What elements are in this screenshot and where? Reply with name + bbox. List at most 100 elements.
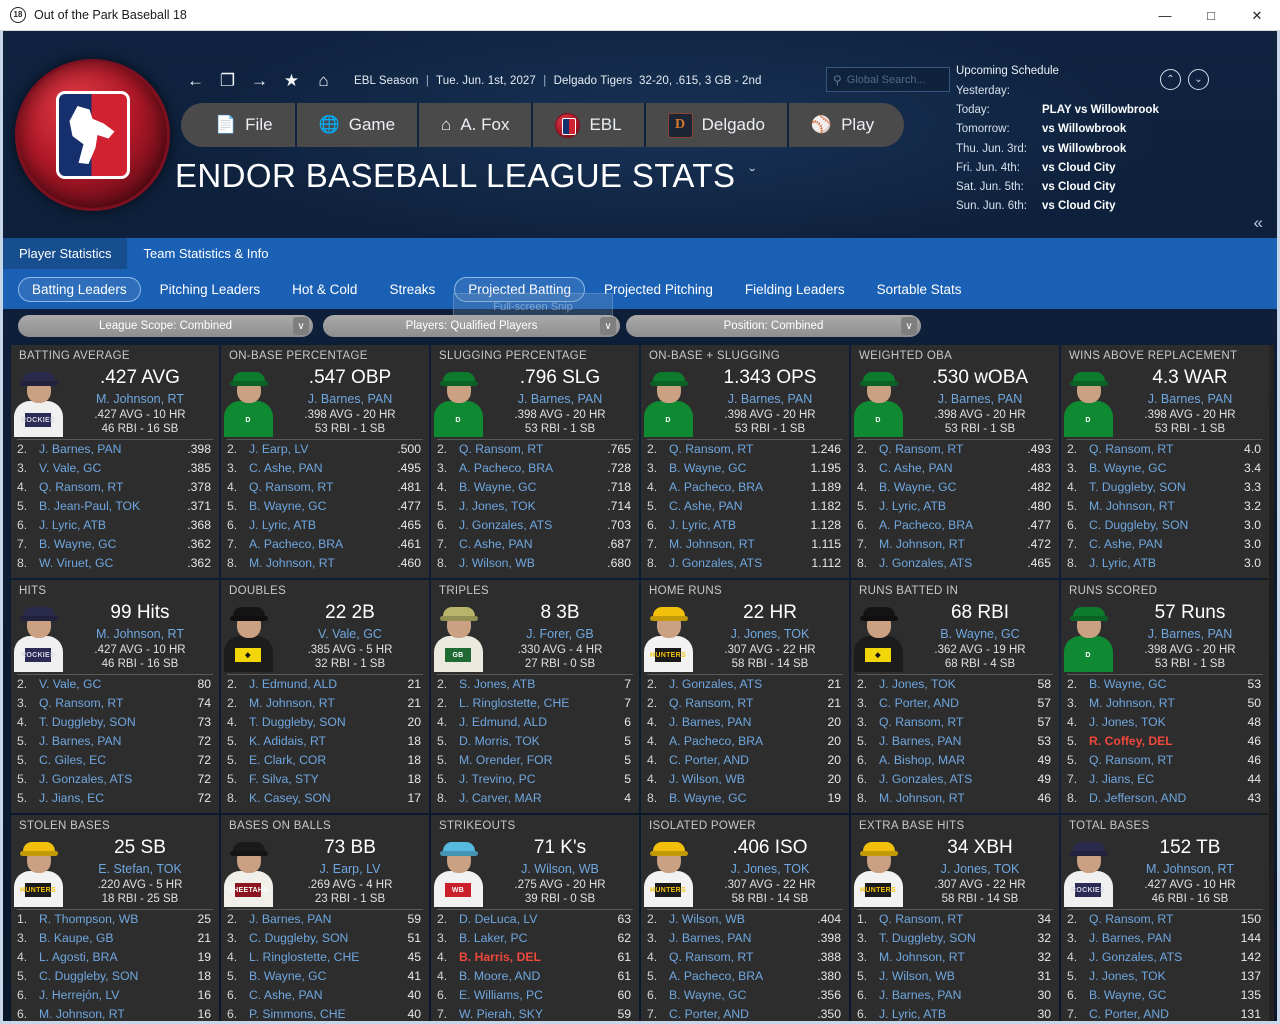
leader-player-name[interactable]: B. Wayne, GC (1089, 988, 1167, 1002)
leader-player-name[interactable]: W. Pierah, SKY (459, 1007, 543, 1021)
leader-row[interactable]: 2. S. Jones, ATB 7 (431, 675, 639, 694)
leader-row[interactable]: 4. Q. Ransom, RT .378 (11, 478, 219, 497)
leader-player-name[interactable]: Q. Ransom, RT (879, 715, 964, 729)
panel-leader[interactable]: D 4.3 WAR J. Barnes, PAN .398 AVG - 20 HR 53… (1061, 365, 1269, 437)
leader-row[interactable]: 2. M. Johnson, RT 21 (221, 694, 429, 713)
leader-row[interactable]: 6. J. Lyric, ATB .368 (11, 516, 219, 535)
leader-panel[interactable]: ON-BASE PERCENTAGE D .547 OBP J. Barnes, PA… (221, 345, 429, 578)
leader-player-name[interactable]: B. Wayne, GC (940, 627, 1020, 641)
leader-row[interactable]: 6. J. Herrejón, LV 16 (11, 986, 219, 1005)
leader-row[interactable]: 7. C. Porter, AND 131 (1061, 1005, 1269, 1021)
leader-player-name[interactable]: C. Duggleby, SON (249, 931, 349, 945)
leader-player-name[interactable]: Q. Ransom, RT (39, 480, 124, 494)
leader-row[interactable]: 6. J. Lyric, ATB 1.128 (641, 516, 849, 535)
leader-row[interactable]: 5. B. Wayne, GC .477 (221, 497, 429, 516)
leader-player-name[interactable]: C. Porter, AND (1089, 1007, 1169, 1021)
tab-streaks[interactable]: Streaks (389, 281, 436, 297)
primary-tab-player-statistics[interactable]: Player Statistics (3, 238, 128, 269)
leader-row[interactable]: 4. T. Duggleby, SON 73 (11, 713, 219, 732)
leader-player-name[interactable]: B. Wayne, GC (879, 480, 957, 494)
leader-row[interactable]: 4. A. Pacheco, BRA 20 (641, 732, 849, 751)
leader-row[interactable]: 6. C. Duggleby, SON 3.0 (1061, 516, 1269, 535)
leader-player-name[interactable]: J. Lyric, ATB (249, 518, 317, 532)
leader-player-name[interactable]: C. Ashe, PAN (879, 461, 953, 475)
leader-player-name[interactable]: B. Harris, DEL (459, 950, 541, 964)
leader-player-name[interactable]: C. Porter, AND (669, 753, 749, 767)
leader-row[interactable]: 6. J. Gonzales, ATS 49 (851, 770, 1059, 789)
leader-row[interactable]: 2. J. Jones, TOK 58 (851, 675, 1059, 694)
menu-play[interactable]: ⚾ Play (788, 103, 905, 147)
panel-leader[interactable]: ROCKIES 99 Hits M. Johnson, RT .427 AVG - 1… (11, 600, 219, 672)
menu-game[interactable]: 🌐 Game (296, 103, 420, 147)
leader-row[interactable]: 8. M. Johnson, RT 46 (851, 789, 1059, 808)
leader-row[interactable]: 2. Q. Ransom, RT 4.0 (1061, 440, 1269, 459)
leader-row[interactable]: 3. B. Kaupe, GB 21 (11, 929, 219, 948)
panel-leader[interactable]: D .530 wOBA J. Barnes, PAN .398 AVG - 20 HR… (851, 365, 1059, 437)
leader-player-name[interactable]: J. Barnes, PAN (937, 392, 1023, 406)
leader-row[interactable]: 6. J. Lyric, ATB .465 (221, 516, 429, 535)
league-logo-icon[interactable] (15, 59, 170, 211)
leader-player-name[interactable]: M. Johnson, RT (669, 537, 755, 551)
leader-row[interactable]: 6. J. Barnes, PAN 30 (851, 986, 1059, 1005)
leader-player-name[interactable]: A. Pacheco, BRA (459, 461, 554, 475)
leader-player-name[interactable]: M. Johnson, RT (95, 392, 184, 406)
leader-row[interactable]: 6. J. Gonzales, ATS .703 (431, 516, 639, 535)
leader-player-name[interactable]: L. Ringlostette, CHE (459, 696, 570, 710)
leader-row[interactable]: 6. C. Ashe, PAN 40 (221, 986, 429, 1005)
leader-player-name[interactable]: C. Giles, EC (39, 753, 107, 767)
leader-player-name[interactable]: Q. Ransom, RT (669, 442, 754, 456)
leader-row[interactable]: 4. B. Wayne, GC .718 (431, 478, 639, 497)
leader-player-name[interactable]: B. Wayne, GC (459, 480, 537, 494)
leader-panel[interactable]: ISOLATED POWER HUNTERS .406 ISO J. Jones, T… (641, 815, 849, 1021)
leader-row[interactable]: 4. Q. Ransom, RT .388 (641, 948, 849, 967)
schedule-row[interactable]: Yesterday: (956, 82, 1214, 101)
leader-player-name[interactable]: B. Wayne, GC (669, 988, 747, 1002)
leader-row[interactable]: 2. J. Barnes, PAN 59 (221, 910, 429, 929)
leader-row[interactable]: 5. J. Lyric, ATB .480 (851, 497, 1059, 516)
leader-player-name[interactable]: B. Wayne, GC (249, 969, 327, 983)
leader-row[interactable]: 1. R. Thompson, WB 25 (11, 910, 219, 929)
leader-row[interactable]: 8. J. Gonzales, ATS 1.112 (641, 554, 849, 573)
leader-row[interactable]: 2. Q. Ransom, RT 150 (1061, 910, 1269, 929)
leader-player-name[interactable]: C. Ashe, PAN (249, 988, 323, 1002)
leader-row[interactable]: 4. L. Ringlostette, CHE 45 (221, 948, 429, 967)
leader-panel[interactable]: HITS ROCKIES 99 Hits M. Johnson, RT .427 AVG… (11, 580, 219, 813)
leader-row[interactable]: 4. J. Edmund, ALD 6 (431, 713, 639, 732)
leader-player-name[interactable]: A. Pacheco, BRA (669, 969, 764, 983)
leader-row[interactable]: 2. L. Ringlostette, CHE 7 (431, 694, 639, 713)
leader-panel[interactable]: RUNS SCORED D 57 Runs J. Barnes, PAN .398 AV… (1061, 580, 1269, 813)
leader-player-name[interactable]: J. Jians, EC (1089, 772, 1155, 786)
leader-row[interactable]: 3. Q. Ransom, RT 74 (11, 694, 219, 713)
leader-player-name[interactable]: M. Johnson, RT (95, 627, 184, 641)
leader-panel[interactable]: DOUBLES ◆ 22 2B V. Vale, GC .385 AVG - 5 HR 3… (221, 580, 429, 813)
tab-batting-leaders[interactable]: Batting Leaders (18, 276, 141, 302)
leader-row[interactable]: 3. T. Duggleby, SON 32 (851, 929, 1059, 948)
leader-row[interactable]: 5. J. Jones, TOK .714 (431, 497, 639, 516)
leader-player-name[interactable]: J. Barnes, PAN (1089, 931, 1172, 945)
leader-row[interactable]: 5. A. Pacheco, BRA .380 (641, 967, 849, 986)
leader-player-name[interactable]: E. Williams, PC (459, 988, 543, 1002)
panel-leader[interactable]: ROCKIES .427 AVG M. Johnson, RT .427 AVG - … (11, 365, 219, 437)
leader-player-name[interactable]: J. Barnes, PAN (249, 912, 332, 926)
leader-row[interactable]: 4. J. Barnes, PAN 20 (641, 713, 849, 732)
leader-player-name[interactable]: M. Johnson, RT (879, 950, 965, 964)
leader-player-name[interactable]: A. Pacheco, BRA (669, 734, 764, 748)
chevron-down-icon[interactable]: ∨ (600, 317, 616, 335)
leader-player-name[interactable]: T. Duggleby, SON (1089, 480, 1186, 494)
leader-row[interactable]: 5. J. Jones, TOK 137 (1061, 967, 1269, 986)
leader-player-name[interactable]: J. Jones, TOK (459, 499, 536, 513)
leader-row[interactable]: 5. B. Jean-Paul, TOK .371 (11, 497, 219, 516)
leader-panel[interactable]: HOME RUNS HUNTERS 22 HR J. Jones, TOK .307 A… (641, 580, 849, 813)
leader-player-name[interactable]: A. Pacheco, BRA (879, 518, 974, 532)
leader-row[interactable]: 3. V. Vale, GC .385 (11, 459, 219, 478)
leader-player-name[interactable]: J. Herrejón, LV (39, 988, 120, 1002)
leader-row[interactable]: 6. A. Bishop, MAR 49 (851, 751, 1059, 770)
leader-player-name[interactable]: B. Wayne, GC (669, 791, 747, 805)
leader-player-name[interactable]: T. Duggleby, SON (39, 715, 136, 729)
leader-row[interactable]: 6. J. Lyric, ATB 30 (851, 1005, 1059, 1021)
leader-row[interactable]: 8. J. Carver, MAR 4 (431, 789, 639, 808)
leader-row[interactable]: 6. M. Johnson, RT 16 (11, 1005, 219, 1021)
leader-player-name[interactable]: T. Duggleby, SON (249, 715, 346, 729)
leader-row[interactable]: 4. T. Duggleby, SON 3.3 (1061, 478, 1269, 497)
leader-player-name[interactable]: J. Gonzales, ATS (669, 677, 763, 691)
